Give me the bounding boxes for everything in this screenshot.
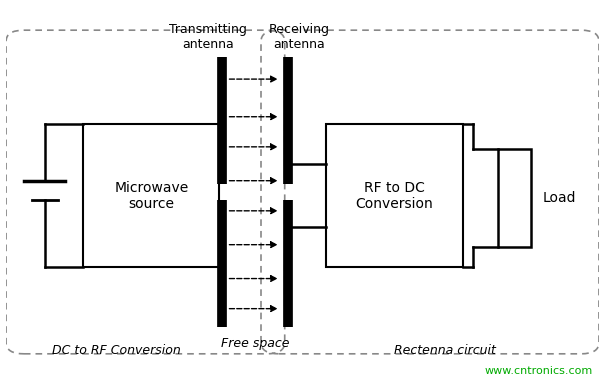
Text: Rectenna circuit: Rectenna circuit	[394, 344, 496, 358]
Text: DC to RF Conversion: DC to RF Conversion	[52, 344, 180, 358]
Bar	[498, 149, 531, 247]
Bar	[326, 124, 463, 267]
Text: Free space: Free space	[221, 337, 289, 350]
Bar	[83, 124, 220, 267]
Text: www.cntronics.com: www.cntronics.com	[485, 366, 593, 376]
Text: Microwave
source: Microwave source	[114, 180, 188, 211]
Text: Load: Load	[543, 190, 576, 205]
Text: RF to DC
Conversion: RF to DC Conversion	[356, 180, 433, 211]
Text: Receiving
antenna: Receiving antenna	[269, 23, 330, 51]
Text: Transmitting
antenna: Transmitting antenna	[169, 23, 247, 51]
